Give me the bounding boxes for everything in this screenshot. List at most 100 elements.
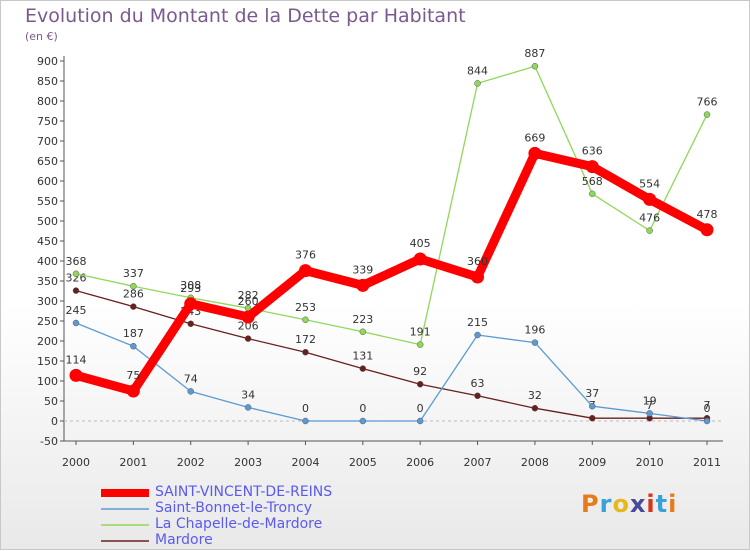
- data-point: [69, 368, 83, 382]
- data-point: [298, 264, 312, 278]
- legend-label-mardore: Mardore: [155, 532, 213, 548]
- data-point: [126, 384, 140, 398]
- data-point: [416, 341, 424, 348]
- data-point: [589, 190, 596, 198]
- x-tick-label: 2004: [291, 456, 319, 469]
- data-label: 0: [704, 402, 711, 415]
- logo-letter: i: [668, 490, 678, 518]
- data-point: [528, 146, 542, 160]
- data-label: 293: [180, 282, 201, 295]
- legend-label-saint-vincent: SAINT-VINCENT-DE-REINS: [155, 484, 333, 500]
- y-tick-label: 750: [37, 115, 58, 128]
- data-point: [413, 252, 427, 266]
- data-point: [585, 160, 599, 174]
- y-tick-label: 0: [51, 415, 58, 428]
- logo-letter: x: [629, 490, 647, 518]
- y-tick-label: 900: [37, 55, 58, 68]
- data-label: 260: [238, 295, 259, 308]
- data-label: 0: [417, 402, 424, 415]
- data-label: 75: [126, 369, 140, 382]
- data-point: [130, 342, 137, 350]
- data-point: [184, 297, 198, 311]
- data-point: [130, 303, 137, 310]
- data-point: [72, 319, 80, 327]
- x-tick-label: 2003: [234, 456, 262, 469]
- data-label: 476: [639, 212, 660, 225]
- legend-swatch: [101, 508, 149, 510]
- data-label: 74: [184, 372, 198, 385]
- series-line: [75, 322, 708, 422]
- data-point: [72, 287, 80, 294]
- data-label: 206: [238, 320, 259, 333]
- data-label: 0: [359, 402, 366, 415]
- data-label: 131: [352, 350, 373, 363]
- data-label: 478: [697, 208, 718, 221]
- data-label: 63: [471, 377, 485, 390]
- series-line: [75, 65, 708, 346]
- x-tick-label: 2005: [349, 456, 377, 469]
- x-tick-label: 2000: [62, 456, 90, 469]
- data-label: 253: [295, 301, 316, 314]
- data-label: 844: [467, 64, 488, 77]
- data-label: 368: [66, 255, 87, 268]
- legend-swatch: [101, 489, 149, 497]
- data-label: 223: [352, 313, 373, 326]
- data-point: [130, 282, 137, 290]
- data-label: 32: [528, 389, 542, 402]
- y-tick-label: 850: [37, 75, 58, 88]
- y-tick-label: 650: [37, 155, 58, 168]
- x-tick-label: 2006: [406, 456, 434, 469]
- y-tick-label: -50: [40, 435, 58, 448]
- legend-swatch: [101, 540, 149, 542]
- x-tick-label: 2007: [464, 456, 492, 469]
- chart-subtitle: (en €): [25, 30, 58, 43]
- data-point: [531, 62, 539, 70]
- data-label: 7: [704, 399, 711, 412]
- data-point: [416, 417, 424, 425]
- data-label: 34: [241, 388, 255, 401]
- legend-label-saint-bonnet: Saint-Bonnet-le-Troncy: [155, 500, 312, 516]
- x-tick-label: 2011: [693, 456, 721, 469]
- data-label: 92: [413, 365, 427, 378]
- data-label: 376: [295, 249, 316, 262]
- data-point: [359, 365, 367, 372]
- x-tick-label: 2008: [521, 456, 549, 469]
- y-tick-label: 50: [44, 395, 58, 408]
- data-point: [531, 404, 539, 412]
- data-label: 286: [123, 288, 144, 301]
- data-point: [589, 414, 596, 422]
- data-point: [302, 316, 309, 324]
- data-label: 196: [524, 324, 545, 337]
- data-label: 7: [646, 399, 653, 412]
- data-point: [359, 328, 367, 336]
- x-tick-label: 2001: [119, 456, 147, 469]
- data-point: [471, 270, 485, 284]
- data-label: 360: [467, 255, 488, 268]
- data-point: [703, 111, 711, 118]
- y-tick-label: 150: [37, 355, 58, 368]
- data-label: 0: [302, 402, 309, 415]
- y-tick-label: 200: [37, 335, 58, 348]
- y-tick-label: 250: [37, 315, 58, 328]
- data-point: [359, 417, 367, 425]
- data-point: [646, 410, 653, 417]
- data-label: 187: [123, 327, 144, 340]
- series-line: [75, 289, 707, 419]
- data-label: 19: [643, 394, 657, 407]
- data-label: 215: [467, 316, 488, 329]
- x-tick-label: 2009: [578, 456, 606, 469]
- logo-letter: i: [646, 490, 656, 518]
- data-point: [187, 320, 194, 328]
- data-label: 37: [585, 387, 599, 400]
- x-tick-label: 2010: [636, 456, 664, 469]
- logo-letter: o: [612, 490, 630, 518]
- y-tick-label: 700: [37, 135, 58, 148]
- data-label: 172: [295, 333, 316, 346]
- logo-letter: t: [655, 490, 669, 518]
- data-label: 554: [639, 177, 660, 190]
- y-tick-label: 100: [37, 375, 58, 388]
- y-tick-label: 500: [37, 215, 58, 228]
- data-point: [416, 380, 424, 388]
- data-point: [302, 417, 309, 425]
